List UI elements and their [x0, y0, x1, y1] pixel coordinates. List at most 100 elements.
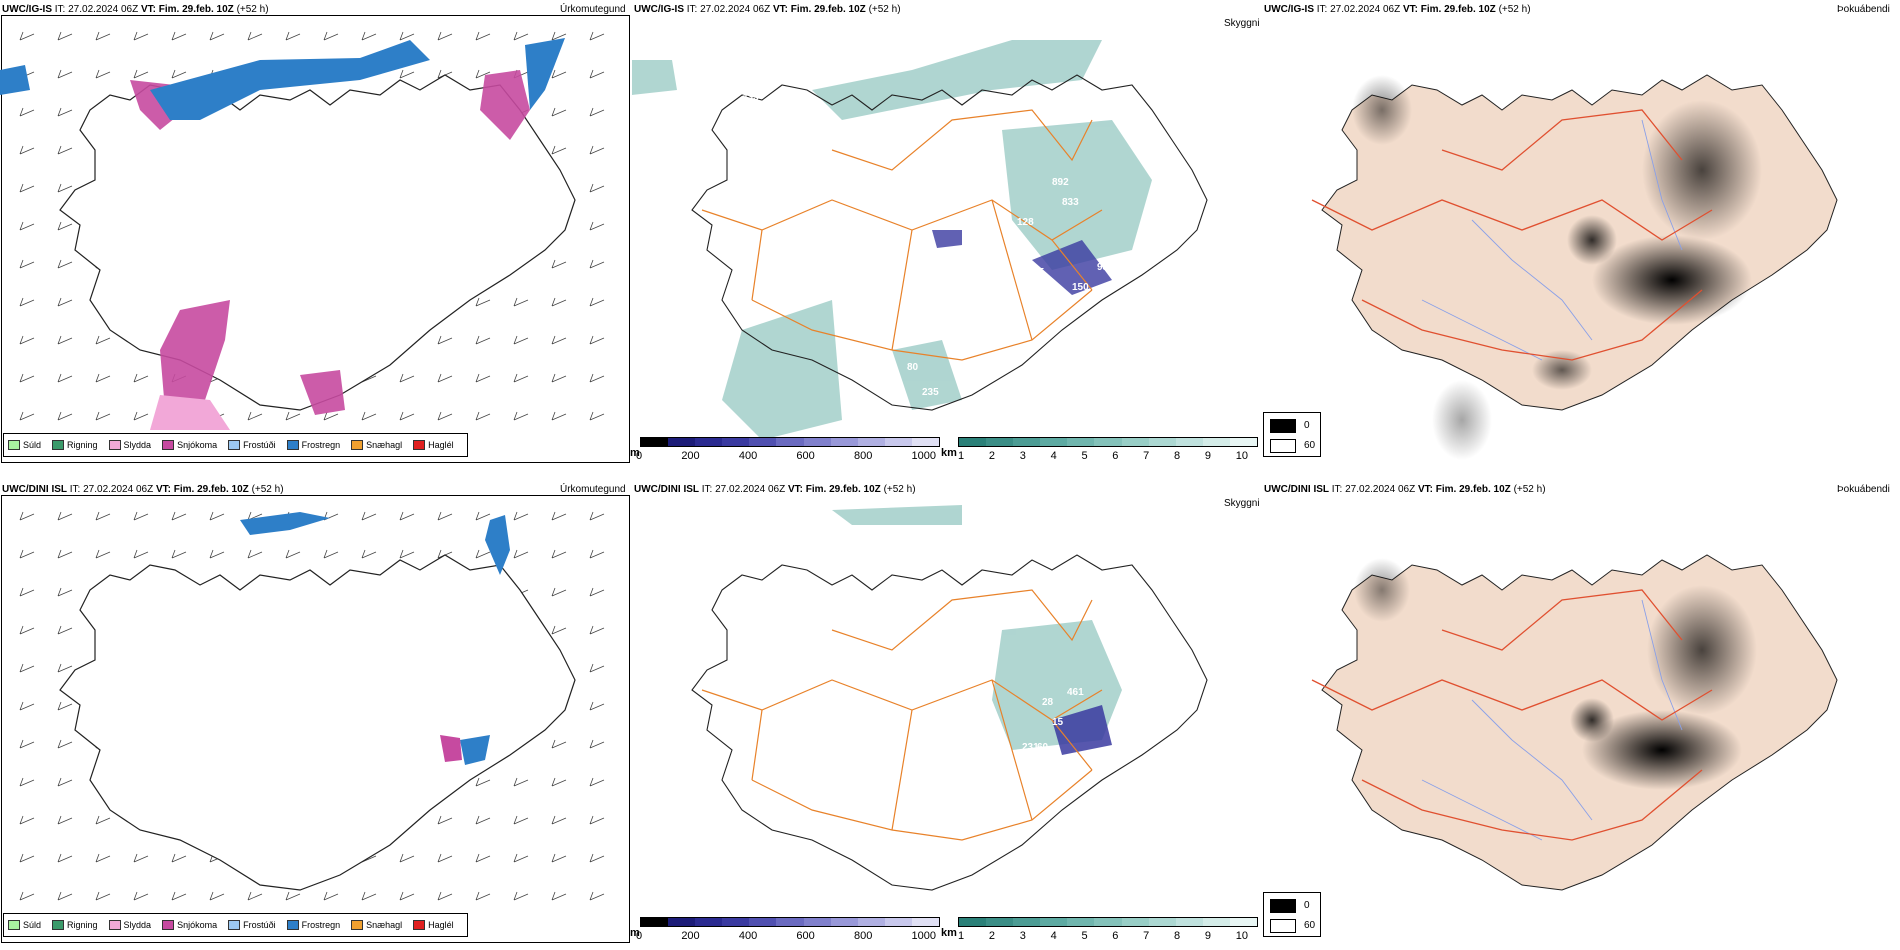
- colorbar-tick-label: 0: [636, 450, 643, 462]
- colorbar-tick-label: 400: [738, 930, 758, 942]
- wind-barb: [551, 891, 567, 901]
- colorbar-unit-km: km: [941, 927, 957, 939]
- wind-barb: [475, 511, 491, 521]
- colorbar-segment: [1013, 918, 1041, 926]
- wind-barb: [551, 777, 567, 787]
- panel-title: UWC/DINI ISL IT: 27.02.2024 06Z VT: Fim.…: [2, 484, 284, 495]
- colorbar-segment: [803, 918, 831, 926]
- wind-barb: [57, 411, 73, 421]
- legend-swatch: [8, 920, 20, 930]
- wind-barb: [589, 511, 605, 521]
- visibility-m-ticks: 0 200 400 600 800 1000: [636, 450, 936, 462]
- wind-barb: [133, 891, 149, 901]
- wind-barb: [57, 373, 73, 383]
- colorbar-segment: [1148, 918, 1176, 926]
- legend-item: Frostúði: [228, 440, 276, 450]
- colorbar-tick-label: 8: [1174, 450, 1181, 462]
- colorbar-tick-label: 0: [636, 930, 643, 942]
- wind-barb: [475, 853, 491, 863]
- precip-type-panel-bottom: UWC/DINI ISL IT: 27.02.2024 06Z VT: Fim.…: [0, 480, 632, 950]
- visibility-m-colorbar: [640, 917, 940, 927]
- road-network: [701, 109, 1103, 361]
- wind-barb: [57, 259, 73, 269]
- wind-barb: [475, 297, 491, 307]
- wind-barb: [57, 31, 73, 41]
- visibility-value-label: 105: [1114, 744, 1131, 755]
- wind-barb: [19, 373, 35, 383]
- wind-barb: [589, 701, 605, 711]
- colorbar-segment: [830, 918, 858, 926]
- wind-barb: [57, 335, 73, 345]
- map-frame: [1, 495, 630, 943]
- colorbar-segment: [911, 918, 940, 926]
- colorbar-unit-km: km: [941, 447, 957, 459]
- wind-barb: [589, 777, 605, 787]
- colorbar-tick-label: 3: [1019, 930, 1026, 942]
- wind-barb: [133, 549, 149, 559]
- wind-barb: [361, 891, 377, 901]
- legend-label: Snjókoma: [177, 440, 218, 450]
- wind-barb: [399, 411, 415, 421]
- fog-legend-swatch-60: [1270, 439, 1296, 453]
- wind-barb: [437, 31, 453, 41]
- wind-barb: [209, 31, 225, 41]
- colorbar-tick-label: 10: [1235, 450, 1248, 462]
- colorbar-tick-label: 10: [1235, 930, 1248, 942]
- wind-barb: [133, 31, 149, 41]
- colorbar-tick-label: 600: [796, 930, 815, 942]
- colorbar-segment: [986, 918, 1014, 926]
- colorbar-segment: [749, 918, 777, 926]
- road-network: [1311, 109, 1713, 361]
- colorbar-tick-label: 600: [796, 450, 815, 462]
- colorbar-segment: [986, 438, 1014, 446]
- wind-barb: [57, 145, 73, 155]
- wind-barb: [589, 549, 605, 559]
- wind-barb: [437, 891, 453, 901]
- wind-barb: [57, 587, 73, 597]
- wind-barb: [551, 739, 567, 749]
- colorbar-segment: [884, 918, 912, 926]
- wind-barb: [133, 411, 149, 421]
- wind-barb: [551, 625, 567, 635]
- legend-item: Snjókoma: [162, 440, 217, 450]
- wind-barb: [57, 511, 73, 521]
- low-visibility-areas: [1052, 705, 1112, 755]
- wind-barb: [551, 373, 567, 383]
- colorbar-tick-label: 5: [1081, 930, 1088, 942]
- wind-barb: [437, 511, 453, 521]
- wind-barb: [19, 183, 35, 193]
- wind-barb: [19, 107, 35, 117]
- wind-barb: [437, 815, 453, 825]
- wind-barb: [95, 411, 111, 421]
- colorbar-tick-label: 7: [1143, 450, 1150, 462]
- wind-barb: [95, 815, 111, 825]
- wind-barb: [589, 373, 605, 383]
- wind-barb: [57, 107, 73, 117]
- wind-barb: [513, 891, 529, 901]
- colorbar-tick-label: 6: [1112, 930, 1119, 942]
- product-name: Úrkomutegund: [560, 4, 626, 15]
- colorbar-segment: [1175, 918, 1203, 926]
- colorbar-segment: [1040, 438, 1068, 446]
- colorbar-segment: [1121, 918, 1149, 926]
- wind-barb: [57, 663, 73, 673]
- wind-barb: [589, 587, 605, 597]
- wind-barb: [361, 411, 377, 421]
- wind-barb: [513, 297, 529, 307]
- wind-barb: [437, 373, 453, 383]
- wind-barb: [475, 815, 491, 825]
- wind-barb: [171, 69, 187, 79]
- wind-barb: [285, 891, 301, 901]
- fog-legend-label-0: 0: [1304, 900, 1310, 911]
- row-bottom: UWC/DINI ISL IT: 27.02.2024 06Z VT: Fim.…: [0, 480, 1900, 950]
- fog-legend: 0 60: [1263, 892, 1321, 937]
- wind-barb: [57, 891, 73, 901]
- wind-barb: [361, 549, 377, 559]
- visibility-value-labels: 461 231 297 105 28 60 15: [1022, 687, 1131, 771]
- low-visibility-areas: [932, 230, 1112, 295]
- fog-legend-swatch-60: [1270, 919, 1296, 933]
- wind-barb: [361, 511, 377, 521]
- legend-swatch: [108, 440, 121, 450]
- colorbar-segment: [695, 438, 723, 446]
- colorbar-segment: [911, 438, 940, 446]
